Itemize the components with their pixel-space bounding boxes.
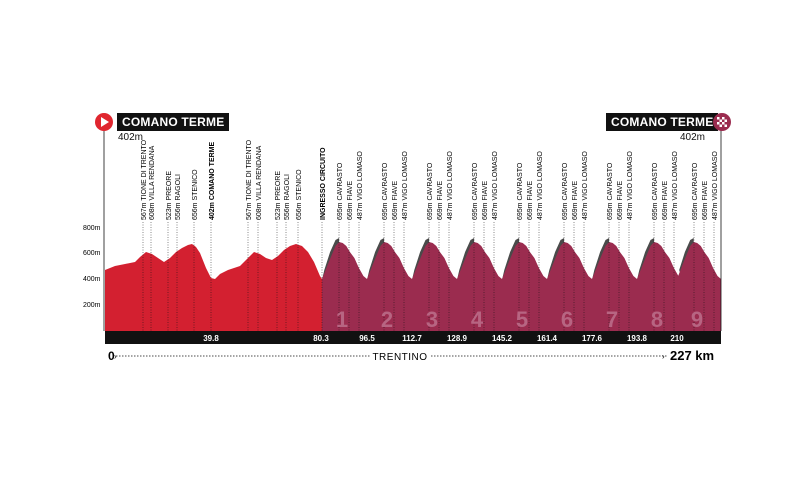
lap-number: 5 <box>516 307 528 332</box>
start-icon <box>95 113 113 131</box>
y-axis-label: 400m <box>83 276 101 283</box>
region-label: TRENTINO <box>372 352 427 363</box>
waypoint-label: 669m FIAVE <box>527 181 534 220</box>
waypoint-label: 567m TIONE DI TRENTO <box>246 139 253 220</box>
circuit-profile <box>322 242 721 331</box>
km-marker: 161.4 <box>537 334 558 343</box>
waypoint-label: 523m PREORE <box>166 171 173 220</box>
km-marker: 193.8 <box>627 334 648 343</box>
waypoint-label: 669m FIAVE <box>617 181 624 220</box>
waypoint-label: INGRESSO CIRCUITO <box>320 147 327 220</box>
lap-number: 4 <box>471 307 484 332</box>
finish-altitude: 402m <box>680 132 706 143</box>
waypoint-label: 669m FIAVE <box>437 181 444 220</box>
waypoint-label: 487m VIGO LOMASO <box>627 151 634 220</box>
waypoint-label: 556m RAGOLI <box>175 174 182 220</box>
waypoint-label: 695m CAVRASTO <box>427 162 434 220</box>
waypoint-label: 567m TIONE DI TRENTO <box>141 139 148 220</box>
waypoint-label: 487m VIGO LOMASO <box>712 151 719 220</box>
profile-shadow <box>322 238 694 280</box>
waypoint-label: 487m VIGO LOMASO <box>357 151 364 220</box>
lap-number: 3 <box>426 307 438 332</box>
waypoint-label: 487m VIGO LOMASO <box>582 151 589 220</box>
waypoint-label: 402m COMANO TERME <box>209 141 216 220</box>
waypoint-label: 695m CAVRASTO <box>382 162 389 220</box>
arrow-start-icon: › <box>114 352 117 361</box>
first-section-profile <box>105 244 322 331</box>
arrow-end-icon: › <box>662 352 665 361</box>
waypoint-label: 695m CAVRASTO <box>607 162 614 220</box>
km-marker: 112.7 <box>402 334 422 343</box>
km-marker: 128.9 <box>447 334 468 343</box>
y-axis-label: 200m <box>83 302 101 309</box>
waypoint-label: 695m CAVRASTO <box>652 162 659 220</box>
y-axis-label: 600m <box>83 250 101 257</box>
waypoint-label: 656m STENICO <box>192 169 199 220</box>
km-marker: 145.2 <box>492 334 513 343</box>
waypoint-label: 695m CAVRASTO <box>337 162 344 220</box>
waypoint-label: 669m FIAVE <box>572 181 579 220</box>
waypoint-label: 487m VIGO LOMASO <box>402 151 409 220</box>
lap-number: 2 <box>381 307 393 332</box>
waypoint-label: 523m PREORE <box>275 171 282 220</box>
waypoint-label: 487m VIGO LOMASO <box>447 151 454 220</box>
lap-number: 6 <box>561 307 573 332</box>
km-marker: 177.6 <box>582 334 603 343</box>
distance-start: 0 <box>108 349 115 363</box>
finish-name: COMANO TERME <box>606 113 719 131</box>
waypoint-label: 608m VILLA RENDANA <box>256 145 263 220</box>
km-marker: 80.3 <box>313 334 329 343</box>
km-marker: 210 <box>670 334 684 343</box>
waypoint-label: 608m VILLA RENDANA <box>149 145 156 220</box>
lap-number: 7 <box>606 307 618 332</box>
waypoint-label: 669m FIAVE <box>347 181 354 220</box>
start-name: COMANO TERME <box>117 113 230 131</box>
waypoint-label: 669m FIAVE <box>392 181 399 220</box>
waypoint-label: 669m FIAVE <box>662 181 669 220</box>
waypoint-label: 669m FIAVE <box>702 181 709 220</box>
waypoint-label: 695m CAVRASTO <box>562 162 569 220</box>
start-altitude: 402m <box>118 132 144 143</box>
km-marker: 39.8 <box>203 334 219 343</box>
distance-total: 227 km <box>670 348 714 363</box>
finish-flag-icon <box>713 113 731 131</box>
waypoint-label: 487m VIGO LOMASO <box>492 151 499 220</box>
waypoint-label: 695m CAVRASTO <box>472 162 479 220</box>
waypoint-label: 695m CAVRASTO <box>517 162 524 220</box>
y-axis-label: 800m <box>83 225 101 232</box>
waypoint-label: 487m VIGO LOMASO <box>672 151 679 220</box>
waypoint-label: 656m STENICO <box>296 169 303 220</box>
waypoint-label: 487m VIGO LOMASO <box>537 151 544 220</box>
waypoint-label: 669m FIAVE <box>482 181 489 220</box>
lap-number: 9 <box>691 307 703 332</box>
lap-number: 1 <box>336 307 348 332</box>
waypoint-label: 695m CAVRASTO <box>692 162 699 220</box>
km-marker: 96.5 <box>359 334 375 343</box>
km-bar <box>105 331 721 344</box>
lap-number: 8 <box>651 307 663 332</box>
waypoint-label: 556m RAGOLI <box>284 174 291 220</box>
